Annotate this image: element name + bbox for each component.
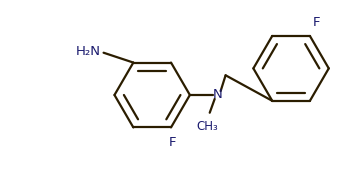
Text: F: F [313,16,320,29]
Text: F: F [168,136,176,149]
Text: H₂N: H₂N [76,45,100,58]
Text: CH₃: CH₃ [197,120,219,133]
Text: N: N [213,88,223,101]
